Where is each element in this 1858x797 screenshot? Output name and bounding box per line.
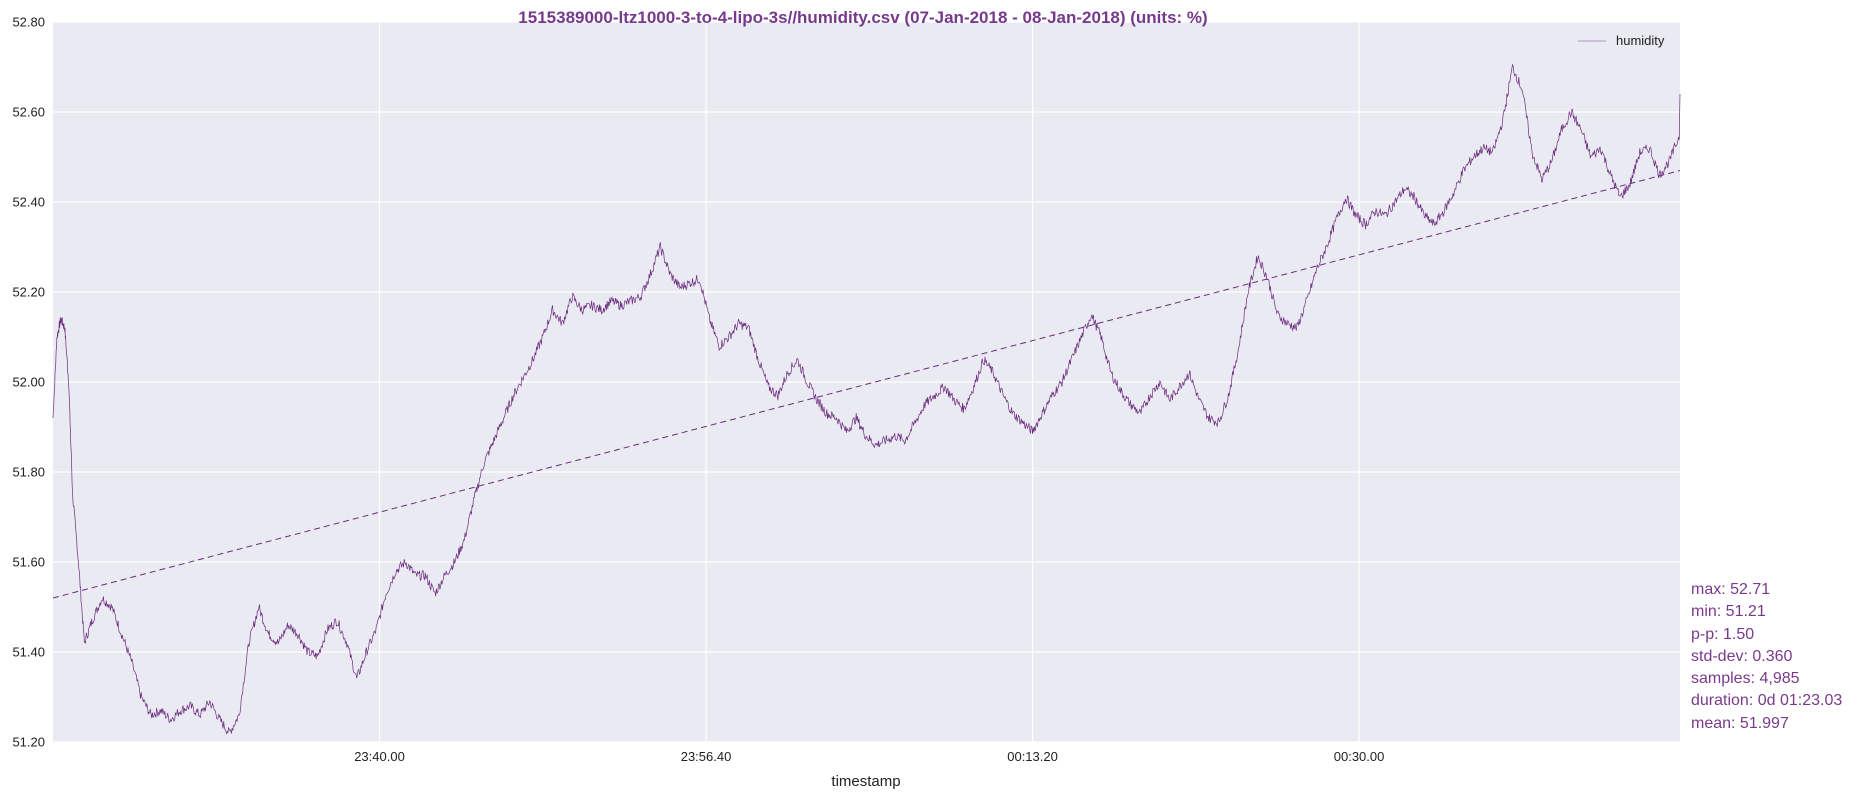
stats-panel: max: 52.71 min: 51.21 p-p: 1.50 std-dev:… xyxy=(1691,579,1842,735)
x-axis-label: timestamp xyxy=(831,773,900,790)
stat-peak-to-peak: p-p: 1.50 xyxy=(1691,625,1755,643)
y-tick-label: 52.80 xyxy=(12,15,45,30)
x-axis: 23:40.00 23:56.40 00:13.20 00:30.00 xyxy=(354,749,1384,764)
stat-std-dev: std-dev: 0.360 xyxy=(1691,647,1793,665)
y-tick-label: 51.60 xyxy=(12,555,45,570)
x-tick-label: 23:40.00 xyxy=(354,749,405,764)
y-tick-label: 52.40 xyxy=(12,195,45,210)
x-tick-label: 23:56.40 xyxy=(681,749,732,764)
grid-lines xyxy=(53,21,1680,743)
trend-line xyxy=(52,170,1681,599)
y-tick-label: 52.20 xyxy=(12,285,45,300)
series-line-humidity xyxy=(52,63,1681,735)
stat-samples: samples: 4,985 xyxy=(1691,670,1800,688)
y-axis: 51.20 51.40 51.60 51.80 52.00 52.20 52.40 52.60… xyxy=(12,15,45,750)
stat-duration: duration: 0d 01:23.03 xyxy=(1691,692,1843,710)
stat-max: max: 52.71 xyxy=(1691,581,1771,598)
y-tick-label: 51.40 xyxy=(12,645,45,660)
x-tick-label: 00:13.20 xyxy=(1007,749,1058,764)
chart-title: 1515389000-ltz1000-3-to-4-lipo-3s//humid… xyxy=(518,8,1207,27)
x-tick-label: 00:30.00 xyxy=(1334,749,1385,764)
stat-mean: mean: 51.997 xyxy=(1691,714,1789,732)
series-layer xyxy=(52,63,1681,735)
legend: humidity xyxy=(1578,33,1665,48)
y-tick-label: 51.80 xyxy=(12,465,45,480)
legend-label-humidity: humidity xyxy=(1616,33,1665,48)
y-tick-label: 52.00 xyxy=(12,375,45,390)
stat-min: min: 51.21 xyxy=(1691,603,1766,621)
y-tick-label: 52.60 xyxy=(12,105,45,120)
y-tick-label: 51.20 xyxy=(12,735,45,750)
